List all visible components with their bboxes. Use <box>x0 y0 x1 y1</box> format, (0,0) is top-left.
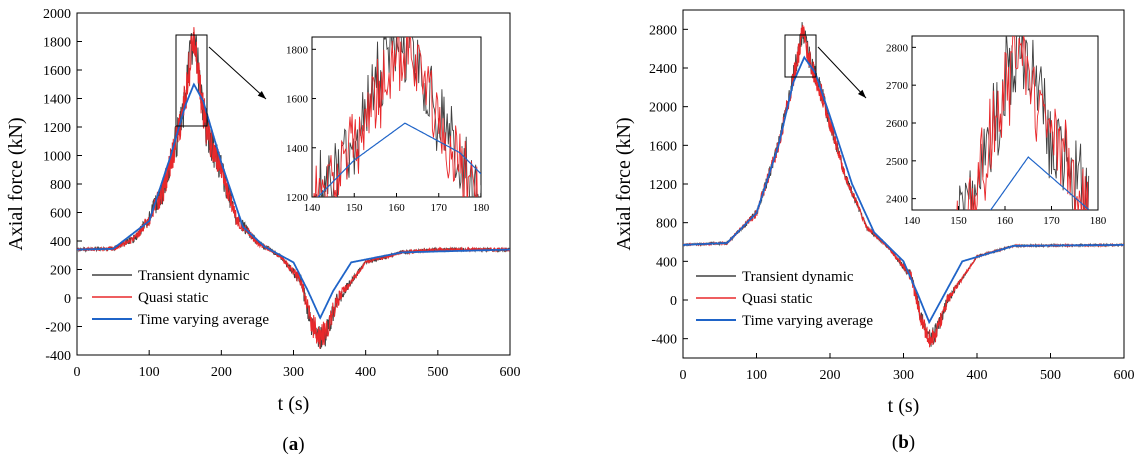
inset-y-tick-label: 2500 <box>886 156 909 168</box>
inset-y-tick-label: 1600 <box>286 94 309 106</box>
inset-y-tick-label: 1800 <box>286 44 309 56</box>
x-tick-label: 600 <box>500 365 521 380</box>
x-tick-label: 0 <box>74 365 81 380</box>
series-line-average <box>683 55 1124 325</box>
inset-x-tick-label: 140 <box>304 202 321 214</box>
x-tick-label: 200 <box>820 368 841 383</box>
panel-b: 0 100 200 300 400 500 600 -400 0 400 800 1200 1600 20… <box>613 9 1135 453</box>
inset-y-tick-label: 2700 <box>886 80 909 92</box>
inset-series-average <box>317 122 481 197</box>
inset-x-tick-label: 160 <box>388 202 405 214</box>
legend-label-transient: Transient dynamic <box>742 269 854 285</box>
x-tick-label: 500 <box>427 365 448 380</box>
y-tick-label: -200 <box>45 321 71 336</box>
y-tick-label: 1600 <box>649 139 677 154</box>
y-tick-label: 400 <box>656 255 677 270</box>
panel-caption: (b) <box>892 432 915 453</box>
y-tick-label: 1200 <box>649 178 677 193</box>
zoom-box <box>784 34 817 78</box>
y-tick-label: 1000 <box>43 150 71 165</box>
y-tick-label: 600 <box>50 207 71 222</box>
legend-label-average: Time varying average <box>742 313 873 329</box>
y-axis-label: Axial force (kN) <box>613 117 635 250</box>
x-tick-label: 400 <box>967 368 988 383</box>
x-axis-label: t (s) <box>278 393 310 415</box>
y-tick-label: 1400 <box>43 93 71 108</box>
x-axis-label: t (s) <box>888 395 920 417</box>
x-tick-label: 100 <box>746 368 767 383</box>
x-tick-label: 300 <box>283 365 304 380</box>
y-tick-label: 0 <box>670 294 677 309</box>
zoom-arrow-head <box>857 89 866 98</box>
inset-series-quasi <box>956 36 1089 210</box>
x-tick-label: 100 <box>139 365 160 380</box>
inset-series-quasi <box>313 37 478 197</box>
inset-y-tick-label: 2600 <box>886 118 909 130</box>
inset-x-tick-label: 160 <box>997 215 1014 227</box>
y-tick-label: 2000 <box>43 7 71 22</box>
y-tick-label: 2800 <box>649 23 677 38</box>
inset-x-tick-label: 150 <box>346 202 363 214</box>
zoom-box <box>175 34 208 127</box>
y-axis-label: Axial force (kN) <box>5 117 27 250</box>
inset-x-tick-label: 140 <box>904 215 921 227</box>
y-tick-label: 1600 <box>43 64 71 79</box>
inset-y-tick-label: 1400 <box>286 143 309 155</box>
inset-x-tick-label: 180 <box>473 202 490 214</box>
inset-series-transient <box>958 36 1090 210</box>
x-tick-label: 200 <box>211 365 232 380</box>
inset-series-average <box>989 156 1090 210</box>
zoom-arrow-head <box>257 91 266 99</box>
zoom-arrow-line <box>208 46 267 100</box>
inset-x-tick-label: 170 <box>1043 215 1060 227</box>
y-tick-label: 2400 <box>649 62 677 77</box>
panel-caption: (a) <box>282 434 304 455</box>
inset-x-tick-label: 170 <box>431 202 448 214</box>
y-tick-label: 400 <box>50 235 71 250</box>
panel-a: 0 100 200 300 400 500 600 -400 -200 0 200 400 600 800… <box>5 7 521 455</box>
y-tick-label: -400 <box>651 333 677 348</box>
inset-y-tick-label: 2800 <box>886 42 909 54</box>
y-tick-label: 1800 <box>43 36 71 51</box>
y-tick-label: 2000 <box>649 101 677 116</box>
inset-y-tick-label: 2400 <box>886 194 909 206</box>
x-tick-label: 600 <box>1114 368 1135 383</box>
zoom-arrow-line <box>817 46 867 99</box>
y-tick-label: 1200 <box>43 121 71 136</box>
y-tick-label: 800 <box>50 178 71 193</box>
series-line-average <box>77 82 510 320</box>
legend-label-transient: Transient dynamic <box>138 268 250 284</box>
legend-label-quasi: Quasi static <box>138 290 209 306</box>
x-tick-label: 500 <box>1040 368 1061 383</box>
y-tick-label: 200 <box>50 264 71 279</box>
legend-label-quasi: Quasi static <box>742 291 813 307</box>
inset-x-tick-label: 150 <box>950 215 967 227</box>
x-tick-label: 400 <box>355 365 376 380</box>
inset-x-tick-label: 180 <box>1090 215 1107 227</box>
y-tick-label: 800 <box>656 217 677 232</box>
y-tick-label: -400 <box>45 349 71 364</box>
legend-label-average: Time varying average <box>138 312 269 328</box>
x-tick-label: 300 <box>893 368 914 383</box>
x-tick-label: 0 <box>680 368 687 383</box>
y-tick-label: 0 <box>64 292 71 307</box>
inset-y-tick-label: 1200 <box>286 192 309 204</box>
